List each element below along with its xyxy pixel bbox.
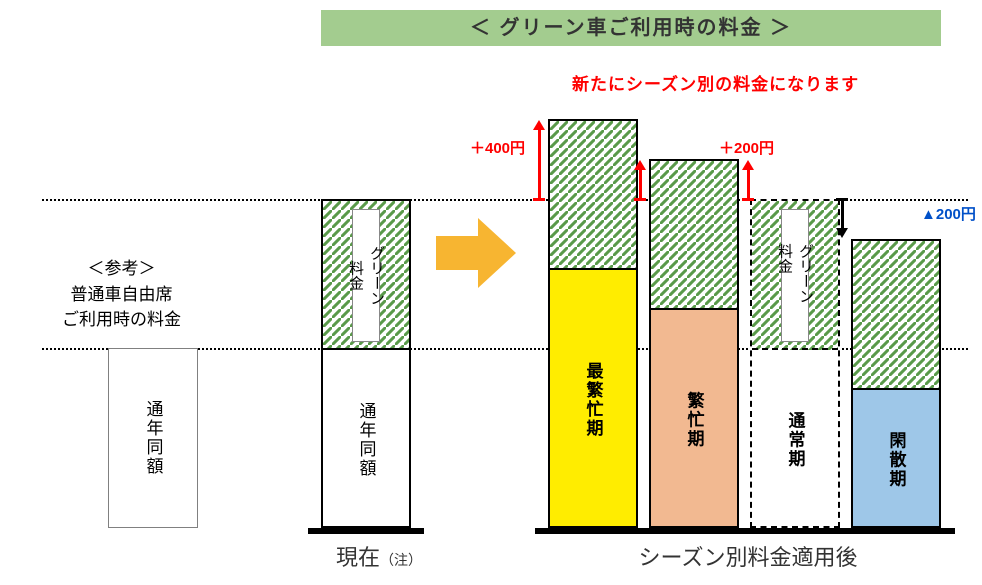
subtitle-text: 新たにシーズン別の料金になります bbox=[572, 70, 859, 95]
season-bar: グリーン料金通常期 bbox=[750, 199, 840, 528]
season-bar: 繁忙期 bbox=[649, 159, 739, 528]
delta-arrow-shaft bbox=[841, 199, 844, 229]
axis-current-text: 現在 bbox=[336, 545, 380, 570]
axis-current-note: （注） bbox=[380, 552, 422, 568]
reference-header-line2: 普通車自由席 bbox=[62, 282, 181, 308]
reference-bar: 通年同額 bbox=[108, 348, 198, 528]
season-bar-label: 繁忙期 bbox=[682, 392, 707, 449]
delta-label: ▲200円 bbox=[921, 203, 976, 224]
season-bar-surcharge bbox=[853, 241, 939, 390]
season-bar-label: 最繁忙期 bbox=[581, 362, 606, 438]
season-baseline bbox=[535, 528, 955, 534]
delta-arrow-head bbox=[634, 160, 646, 170]
axis-label-seasonal: シーズン別料金適用後 bbox=[548, 540, 948, 572]
current-bar-surcharge-labelbox: グリーン料金 bbox=[352, 209, 380, 342]
delta-arrow-tick bbox=[634, 198, 646, 201]
axis-label-current: 現在（注） bbox=[321, 540, 437, 572]
delta-arrow-shaft bbox=[538, 129, 541, 199]
delta-arrow-tick-r bbox=[742, 198, 754, 201]
reference-header: ＜参考＞ 普通車自由席 ご利用時の料金 bbox=[62, 256, 181, 333]
season-bar-surcharge bbox=[651, 161, 737, 310]
delta-label: ＋400円 bbox=[470, 137, 525, 158]
current-bar: グリーン料金通年同額 bbox=[321, 199, 411, 528]
current-baseline bbox=[308, 528, 424, 534]
season-bar: 閑散期 bbox=[851, 239, 941, 528]
reference-bar-label: 通年同額 bbox=[141, 400, 166, 476]
transition-arrow bbox=[436, 218, 516, 288]
title-banner: ＜ グリーン車ご利用時の料金 ＞ bbox=[321, 10, 941, 46]
delta-arrow-shaft bbox=[639, 169, 642, 199]
season-bar-surcharge-label: グリーン料金 bbox=[774, 243, 816, 309]
current-bar-label: 通年同額 bbox=[354, 402, 379, 478]
delta-arrow-head-r bbox=[742, 160, 754, 170]
delta-arrow-head bbox=[836, 228, 848, 238]
delta-arrow-shaft-r bbox=[747, 169, 750, 199]
delta-arrow-tick bbox=[836, 198, 848, 201]
season-bar: 最繁忙期 bbox=[548, 119, 638, 528]
reference-header-line1: ＜参考＞ bbox=[62, 256, 181, 282]
reference-header-line3: ご利用時の料金 bbox=[62, 307, 181, 333]
current-bar-surcharge-label: グリーン料金 bbox=[345, 243, 387, 309]
delta-arrow-tick bbox=[533, 198, 545, 201]
season-bar-label: 閑散期 bbox=[884, 432, 909, 489]
season-bar-surcharge-labelbox: グリーン料金 bbox=[781, 209, 809, 342]
season-bar-label: 通常期 bbox=[783, 412, 808, 469]
delta-arrow-head bbox=[533, 120, 545, 130]
season-bar-surcharge bbox=[550, 121, 636, 270]
delta-label: ＋200円 bbox=[719, 137, 774, 158]
